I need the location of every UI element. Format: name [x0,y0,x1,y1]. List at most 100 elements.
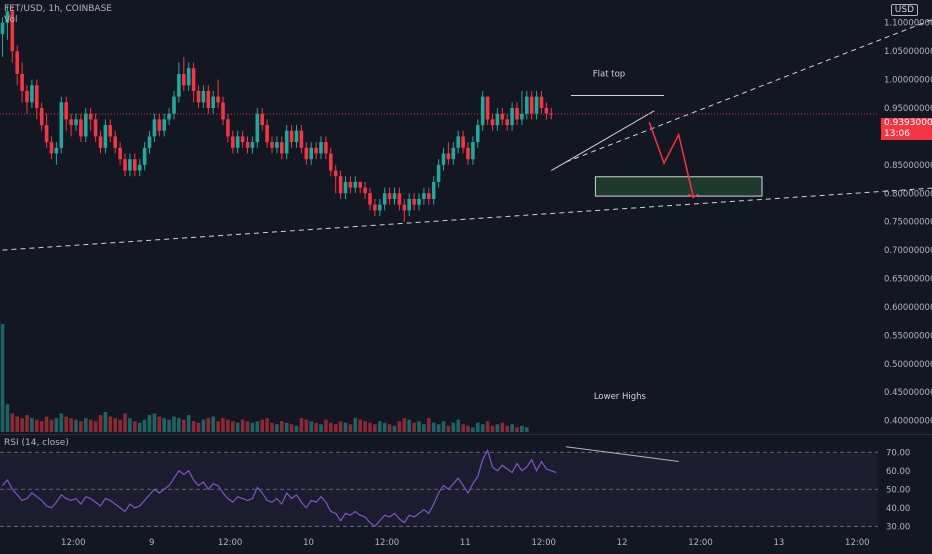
candle-body [55,148,59,154]
time-tick-label: 12:00 [688,538,713,548]
candle-body [25,91,29,102]
volume-bar [113,418,117,432]
candle-body [540,97,544,108]
volume-bar [265,418,269,432]
volume-bar [40,421,44,432]
volume-bar [138,423,142,432]
candle-body [535,97,539,114]
candle-body [422,193,426,199]
price-tick-label: 0.45000000 [884,388,932,398]
volume-bar [30,418,34,432]
rsi-tick-label: 40.00 [886,504,910,514]
candle-body [104,125,108,148]
volume-bar [280,421,284,432]
price-tick-label: 0.60000000 [884,303,932,313]
volume-bar [295,426,299,432]
volume-bar [496,424,500,432]
candle-body [403,205,407,211]
candle-body [491,119,495,125]
volume-bar [123,413,127,432]
volume-bar [417,421,421,432]
volume-bar [236,423,240,432]
rsi-label: RSI (14, close) [4,438,69,448]
candle-body [94,119,98,136]
volume-bar [182,420,186,432]
candle-body [231,136,235,147]
volume-bar [300,418,304,432]
volume-bar [481,424,485,432]
candle-body [501,114,505,120]
price-tick-label: 0.80000000 [884,189,932,199]
volume-bar [471,427,475,432]
volume-bar [407,420,411,432]
candle-body [285,131,289,154]
candle-body [427,193,431,199]
volume-bar [167,420,171,432]
candle-body [295,131,299,142]
current-price-value: 0.93930000 [884,118,932,129]
volume-bar [148,415,152,432]
volume-bar [45,417,49,432]
volume-bar [398,421,402,432]
candle-body [177,74,181,97]
candle-body [363,188,367,194]
time-tick-label: 12:00 [845,538,870,548]
price-tick-label: 0.95000000 [884,104,932,114]
candle-body [221,102,225,119]
volume-bar [378,421,382,432]
candle-body [452,148,456,159]
candle-body [251,142,255,148]
volume-bar [187,415,191,432]
currency-badge[interactable]: USD [891,4,918,16]
candle-body [432,182,436,199]
candle-body [69,119,73,125]
candle-body [280,142,284,153]
volume-bar [388,424,392,432]
volume-bar [202,420,206,432]
volume-bar [89,420,93,432]
bar-countdown: 13:06 [884,129,932,140]
target-zone-box [595,177,762,196]
price-tick-label: 0.50000000 [884,360,932,370]
volume-bar [221,418,225,432]
volume-bar [422,424,426,432]
time-tick-label: 12 [617,538,628,548]
candle-body [138,165,142,171]
candle-body [265,125,269,142]
candle-body [456,136,460,147]
candle-body [113,136,117,147]
candle-body [530,97,534,114]
volume-bar [466,426,470,432]
time-tick-label: 10 [303,538,314,548]
volume-bar [491,426,495,432]
candle-body [398,193,402,204]
candle-body [324,142,328,153]
volume-bar [60,413,64,432]
candle-body [525,97,529,114]
volume-bar [133,421,137,432]
candle-body [354,182,358,188]
rsi-tick-label: 70.00 [886,448,910,458]
volume-bar [363,421,367,432]
volume-bar [314,423,318,432]
candle-body [202,91,206,102]
candle-body [373,205,377,211]
volume-bar [344,423,348,432]
rsi-tick-label: 60.00 [886,467,910,477]
volume-bar [309,421,313,432]
volume-bar [412,423,416,432]
price-tick-label: 0.75000000 [884,218,932,228]
lower-highs-label: Lower Highs [594,392,647,402]
volume-bar [368,423,372,432]
candle-body [334,171,338,177]
candle-body [314,148,318,154]
volume-bar [192,421,196,432]
candle-body [388,193,392,199]
rsi-tick-label: 30.00 [886,522,910,532]
volume-bar [354,418,358,432]
volume-bar [305,420,309,432]
candle-body [99,136,103,147]
candle-body [329,153,333,170]
volume-bar [525,427,529,432]
